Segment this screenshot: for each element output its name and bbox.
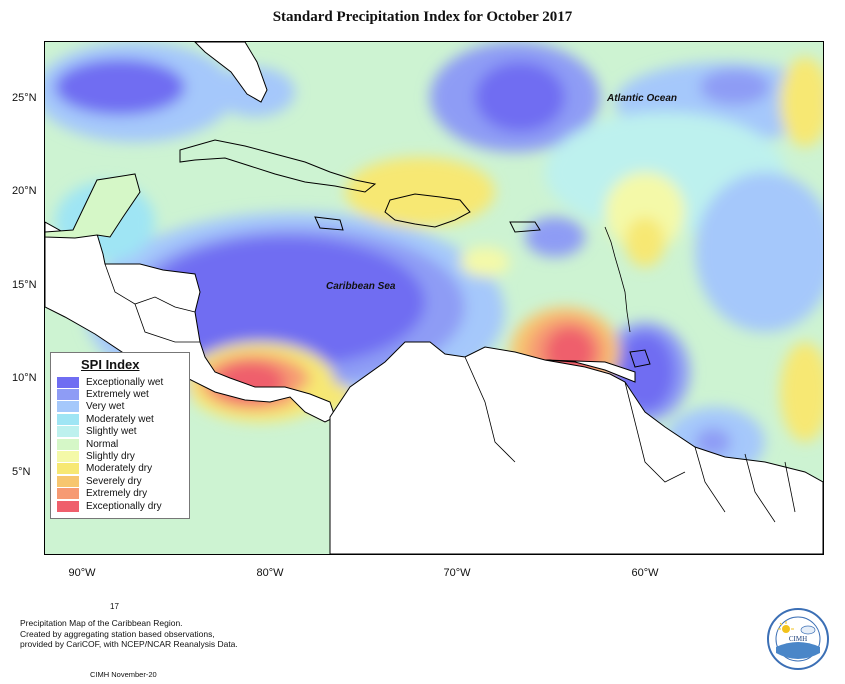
credit-text: CIMH November-20 (90, 670, 157, 679)
legend-item: Normal (57, 438, 183, 450)
legend-label: Extremely dry (86, 488, 148, 500)
legend-label: Slightly dry (86, 451, 135, 463)
legend-swatch (57, 438, 79, 450)
legend-swatch (57, 463, 79, 475)
lon-label-60w: 60°W (631, 567, 659, 579)
legend-item: Slightly dry (57, 450, 183, 463)
legend-label: Exceptionally dry (86, 500, 162, 512)
cimh-logo: CIMH (767, 608, 829, 670)
lon-label-70w: 70°W (443, 567, 471, 579)
legend-item: Moderately dry (57, 463, 183, 475)
legend-item: Extremely dry (57, 488, 183, 500)
caribbean-sea-label: Caribbean Sea (326, 281, 396, 292)
legend-swatch (57, 488, 79, 500)
note-line: Created by aggregating station based obs… (20, 628, 215, 639)
legend-item: Moderately wet (57, 413, 183, 425)
legend-label: Slightly wet (86, 426, 137, 438)
legend-swatch (57, 475, 79, 487)
legend-item: Very wet (57, 401, 183, 413)
legend-label: Very wet (86, 401, 125, 413)
legend-label: Severely dry (86, 475, 142, 487)
lat-label-5n: 5°N (12, 466, 31, 478)
legend-swatch (57, 451, 79, 463)
lat-label-20n: 20°N (12, 185, 37, 197)
legend-item: Extremely wet (57, 388, 183, 401)
lon-label-90w: 90°W (68, 567, 96, 579)
lat-label-15n: 15°N (12, 279, 37, 291)
legend-label: Exceptionally wet (86, 376, 164, 388)
legend-swatch (57, 426, 79, 438)
page-number: 17 (110, 602, 119, 611)
legend-label: Extremely wet (86, 389, 149, 401)
legend-swatch (57, 389, 79, 401)
atlantic-ocean-label: Atlantic Ocean (607, 93, 678, 104)
legend-label: Moderately dry (86, 463, 153, 475)
legend-title: SPI Index (81, 357, 140, 372)
note-line: provided by CariCOF, with NCEP/NCAR Rean… (20, 639, 238, 649)
logo-name: CIMH (789, 635, 807, 643)
map-title: Standard Precipitation Index for October… (272, 9, 573, 25)
legend-item: Slightly wet (57, 426, 183, 438)
legend-label: Moderately wet (86, 413, 154, 425)
legend: SPI Index Exceptionally wet Extremely wet… (50, 352, 190, 520)
legend-rows: Exceptionally wet Extremely wet Very wet Mo… (57, 376, 183, 512)
legend-item: Exceptionally dry (57, 500, 183, 512)
lon-label-80w: 80°W (256, 567, 284, 579)
map-notes: Precipitation Map of the Caribbean Regio… (20, 618, 260, 650)
legend-label: Normal (86, 438, 119, 450)
legend-item: Severely dry (57, 475, 183, 487)
legend-swatch (57, 401, 79, 413)
legend-swatch (57, 500, 79, 512)
lat-label-25n: 25°N (12, 92, 37, 104)
legend-swatch (57, 413, 79, 425)
note-line: Precipitation Map of the Caribbean Regio… (20, 618, 183, 628)
legend-item: Exceptionally wet (57, 376, 183, 388)
legend-swatch (57, 376, 79, 388)
lat-label-10n: 10°N (12, 372, 37, 384)
